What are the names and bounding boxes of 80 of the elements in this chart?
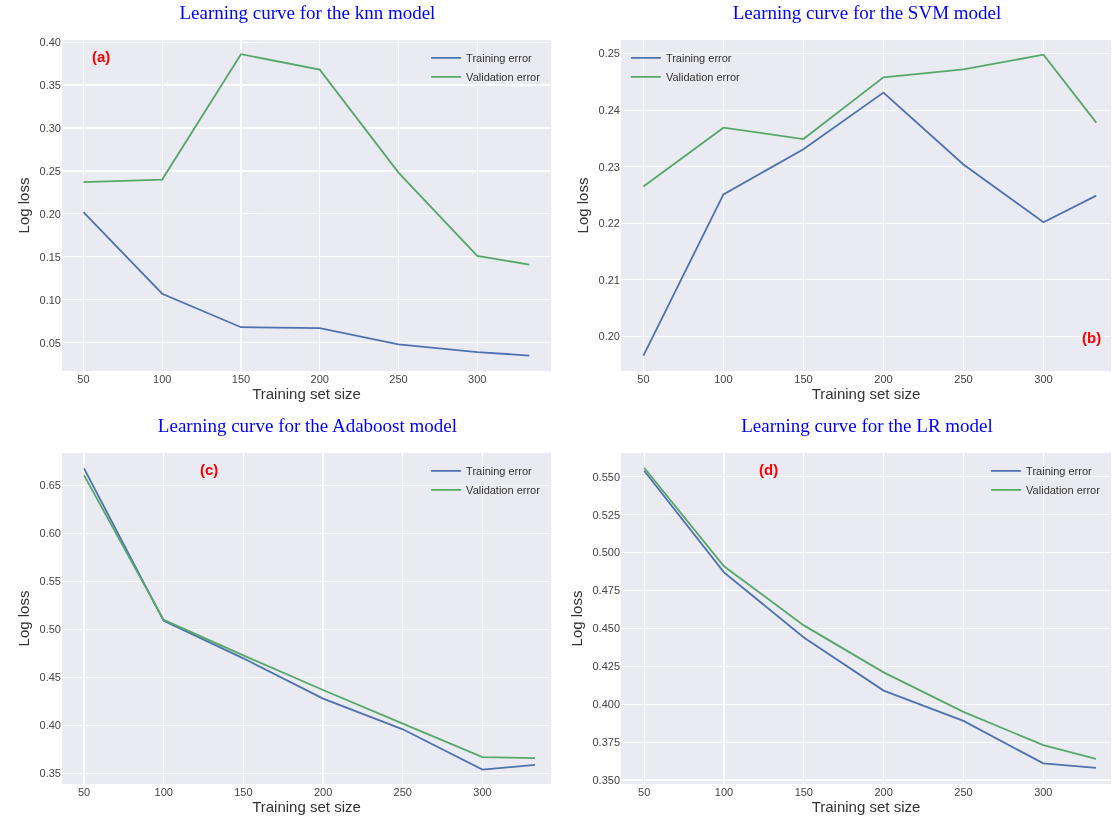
y-tick-label: 0.425 bbox=[592, 660, 620, 673]
x-tick-label: 300 bbox=[1034, 786, 1053, 798]
line-series bbox=[82, 211, 531, 357]
y-tick-label: 0.22 bbox=[598, 217, 620, 230]
x-tick-label: 50 bbox=[637, 373, 650, 385]
y-axis-title: Log loss bbox=[14, 177, 32, 234]
x-tick-label: 100 bbox=[714, 786, 734, 798]
y-tick-label: 0.55 bbox=[39, 575, 61, 588]
x-tick-label: 150 bbox=[794, 373, 813, 385]
chart-title: Learning curve for the LR model bbox=[741, 415, 993, 437]
y-tick-label: 0.375 bbox=[592, 736, 620, 748]
y-tick-label: 0.05 bbox=[39, 336, 61, 349]
y-tick-label: 0.350 bbox=[592, 773, 620, 786]
annotation: (b) bbox=[1082, 329, 1102, 346]
y-tick-label: 0.60 bbox=[39, 527, 61, 540]
y-axis-title: Log loss bbox=[573, 177, 591, 234]
legend-label: Validation error bbox=[665, 71, 741, 84]
x-tick-label: 100 bbox=[714, 373, 733, 385]
annotation: (d) bbox=[759, 461, 779, 478]
y-tick-label: 0.20 bbox=[598, 330, 620, 343]
y-tick-label: 0.50 bbox=[39, 623, 61, 636]
y-tick-label: 0.35 bbox=[39, 767, 61, 780]
x-tick-label: 250 bbox=[954, 786, 973, 798]
y-tick-label: 0.25 bbox=[598, 47, 620, 60]
y-tick-label: 0.40 bbox=[39, 719, 61, 732]
y-tick-label: 0.10 bbox=[39, 293, 61, 306]
x-tick-label: 100 bbox=[153, 373, 172, 385]
annotation: (c) bbox=[200, 461, 219, 478]
x-axis-title: Training set size bbox=[252, 798, 361, 815]
y-tick-label: 0.23 bbox=[598, 160, 620, 173]
x-tick-label: 250 bbox=[393, 786, 412, 798]
x-tick-label: 50 bbox=[77, 786, 91, 798]
y-tick-label: 0.450 bbox=[592, 622, 620, 635]
x-axis-title: Training set size bbox=[811, 798, 921, 815]
y-tick-label: 0.24 bbox=[598, 104, 620, 117]
x-tick-label: 150 bbox=[231, 373, 251, 385]
y-tick-label: 0.25 bbox=[39, 164, 61, 177]
y-tick-label: 0.475 bbox=[592, 584, 620, 597]
x-tick-label: 300 bbox=[473, 786, 492, 798]
x-tick-label: 200 bbox=[310, 373, 329, 385]
x-tick-label: 300 bbox=[468, 373, 487, 385]
x-tick-label: 200 bbox=[313, 786, 333, 798]
chart-title: Learning curve for the Adaboost model bbox=[157, 415, 458, 437]
y-tick-label: 0.65 bbox=[39, 479, 61, 492]
x-tick-label: 50 bbox=[77, 373, 90, 385]
line-series bbox=[642, 53, 1098, 188]
x-tick-label: 150 bbox=[794, 786, 813, 798]
y-tick-label: 0.45 bbox=[39, 671, 61, 684]
y-tick-label: 0.400 bbox=[592, 698, 620, 711]
x-tick-label: 250 bbox=[389, 373, 408, 385]
x-tick-label: 50 bbox=[638, 786, 651, 798]
y-axis-title: Log loss bbox=[14, 590, 32, 647]
y-tick-label: 0.30 bbox=[39, 121, 61, 134]
x-axis-title: Training set size bbox=[252, 385, 361, 402]
y-tick-label: 0.500 bbox=[592, 546, 620, 559]
y-tick-label: 0.35 bbox=[39, 78, 61, 91]
legend-label: Training error bbox=[665, 52, 732, 65]
chart-title: Learning curve for the SVM model bbox=[732, 2, 1002, 24]
legend-label: Training error bbox=[1026, 465, 1093, 478]
annotation: (a) bbox=[92, 48, 111, 65]
x-tick-label: 100 bbox=[154, 786, 173, 798]
y-tick-label: 0.21 bbox=[598, 273, 620, 286]
x-tick-label: 300 bbox=[1034, 373, 1053, 385]
chart-title: Learning curve for the knn model bbox=[179, 2, 436, 24]
x-tick-label: 250 bbox=[954, 373, 973, 385]
y-tick-label: 0.20 bbox=[39, 207, 61, 220]
x-axis-title: Training set size bbox=[811, 385, 921, 402]
legend-label: Training error bbox=[466, 52, 533, 65]
x-tick-label: 200 bbox=[874, 786, 893, 798]
x-tick-label: 200 bbox=[874, 373, 893, 385]
y-tick-label: 0.40 bbox=[39, 36, 61, 48]
y-tick-label: 0.15 bbox=[39, 250, 61, 263]
legend-label: Training error bbox=[466, 465, 533, 478]
y-axis-title: Log loss bbox=[567, 590, 585, 647]
y-tick-label: 0.550 bbox=[592, 470, 620, 483]
x-tick-label: 150 bbox=[234, 786, 253, 798]
legend-label: Validation error bbox=[466, 71, 541, 84]
y-tick-label: 0.525 bbox=[592, 508, 620, 521]
legend-label: Validation error bbox=[1026, 484, 1101, 497]
legend-label: Validation error bbox=[466, 484, 541, 497]
